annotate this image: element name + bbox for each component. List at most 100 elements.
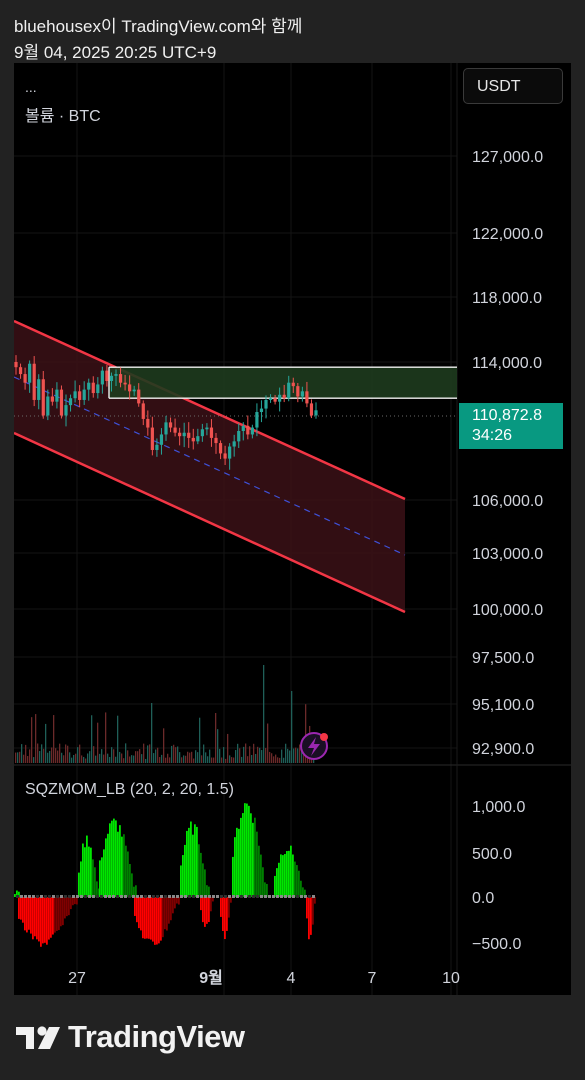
momentum-bar <box>105 838 107 897</box>
price-axis-label: 103,000.0 <box>472 546 543 563</box>
volume-bar <box>125 743 127 763</box>
momentum-bar <box>54 897 56 933</box>
candle-body <box>214 437 218 444</box>
price-axis-label: 92,900.0 <box>472 741 534 758</box>
volume-bar <box>241 756 243 763</box>
candle-body <box>109 375 114 381</box>
momentum-bar <box>70 897 72 910</box>
candle-body <box>14 362 18 368</box>
momentum-bar <box>242 813 244 897</box>
indicator-axis-label: 1,000.0 <box>472 799 525 816</box>
momentum-bar <box>290 845 292 897</box>
momentum-bar <box>188 827 190 897</box>
squeeze-dot <box>16 895 19 898</box>
indicator-legend[interactable]: SQZMOM_LB (20, 2, 20, 1.5) <box>25 781 234 798</box>
volume-bar <box>79 744 81 763</box>
volume-bar <box>265 748 267 763</box>
time-axis-label: 27 <box>68 970 86 987</box>
candle-body <box>96 384 100 394</box>
momentum-bar <box>162 897 164 938</box>
volume-bar <box>67 745 69 763</box>
momentum-bar <box>72 897 74 906</box>
volume-bar <box>17 752 19 763</box>
volume-bar <box>99 753 101 763</box>
momentum-bar <box>274 875 276 897</box>
momentum-bar <box>288 850 290 897</box>
candle-body <box>228 446 232 459</box>
volume-bar <box>39 751 41 763</box>
candle-body <box>200 429 204 437</box>
candle-body <box>37 379 41 400</box>
candle-body <box>191 437 195 442</box>
momentum-bar <box>282 855 284 897</box>
channel-fill <box>14 321 405 612</box>
momentum-bar <box>174 897 176 909</box>
momentum-bar <box>164 897 166 930</box>
squeeze-dot <box>212 895 215 898</box>
momentum-bar <box>202 897 204 923</box>
volume-bar <box>161 754 163 763</box>
candle-body <box>241 425 245 431</box>
squeeze-dot <box>116 895 119 898</box>
squeeze-dot <box>132 895 135 898</box>
volume-bar <box>249 746 251 763</box>
chart-canvas[interactable]: 127,000.0 122,000.0 118,000.0 114,000.0 106,… <box>14 63 571 995</box>
price-axis-label: 106,000.0 <box>472 493 543 510</box>
squeeze-dot <box>72 895 75 898</box>
volume-bar <box>91 715 93 763</box>
momentum-bar <box>24 897 26 931</box>
squeeze-dot <box>248 895 251 898</box>
candle-body <box>196 436 200 442</box>
volume-bar <box>35 714 37 763</box>
momentum-bar <box>134 897 136 916</box>
candle-body <box>150 427 154 450</box>
volume-bar <box>215 713 217 763</box>
momentum-bar <box>82 843 84 897</box>
candle-body <box>23 374 27 383</box>
volume-bar <box>269 751 271 763</box>
squeeze-dot <box>164 895 167 898</box>
candle-body <box>82 389 86 400</box>
header-title: bluehousex이 TradingView.com와 함께 <box>14 17 303 36</box>
momentum-bar <box>304 889 306 897</box>
momentum-bar <box>123 834 125 897</box>
volume-bar <box>145 758 147 763</box>
time-axis-label: 4 <box>287 970 296 987</box>
volume-bar <box>63 755 65 763</box>
price-axis-label: 95,100.0 <box>472 697 534 714</box>
candle-body <box>18 367 23 375</box>
volume-bar <box>221 757 223 763</box>
candle-body <box>59 389 64 416</box>
volume-bar <box>305 704 307 763</box>
momentum-bar <box>109 823 111 897</box>
volume-bar <box>97 722 99 763</box>
squeeze-dot <box>100 895 103 898</box>
squeeze-dot <box>172 895 175 898</box>
currency-button[interactable]: USDT <box>463 68 563 104</box>
momentum-bar <box>286 851 288 897</box>
volume-bar <box>253 743 255 763</box>
volume-bar <box>151 703 153 763</box>
candle-body <box>187 432 191 438</box>
volume-bar <box>141 754 143 763</box>
indicator-axis-label: −500.0 <box>472 936 521 953</box>
lightning-alert-icon[interactable] <box>300 732 328 760</box>
squeeze-dot <box>272 895 275 898</box>
candle-body <box>309 403 314 416</box>
momentum-bar <box>260 854 262 897</box>
momentum-bar <box>42 897 44 944</box>
chart-pane[interactable]: 127,000.0 122,000.0 118,000.0 114,000.0 106,… <box>14 63 571 995</box>
momentum-bar <box>20 897 22 920</box>
volume-bar <box>293 748 295 763</box>
momentum-bar <box>234 837 236 897</box>
candle-body <box>223 453 227 459</box>
volume-bar <box>41 744 43 763</box>
squeeze-dot <box>276 895 279 898</box>
momentum-bar <box>38 897 40 942</box>
menu-dots[interactable]: ... <box>25 79 37 95</box>
squeeze-dot <box>252 895 255 898</box>
volume-bar <box>271 753 273 763</box>
squeeze-dot <box>124 895 127 898</box>
momentum-bar <box>32 897 34 940</box>
squeeze-dot <box>180 895 183 898</box>
